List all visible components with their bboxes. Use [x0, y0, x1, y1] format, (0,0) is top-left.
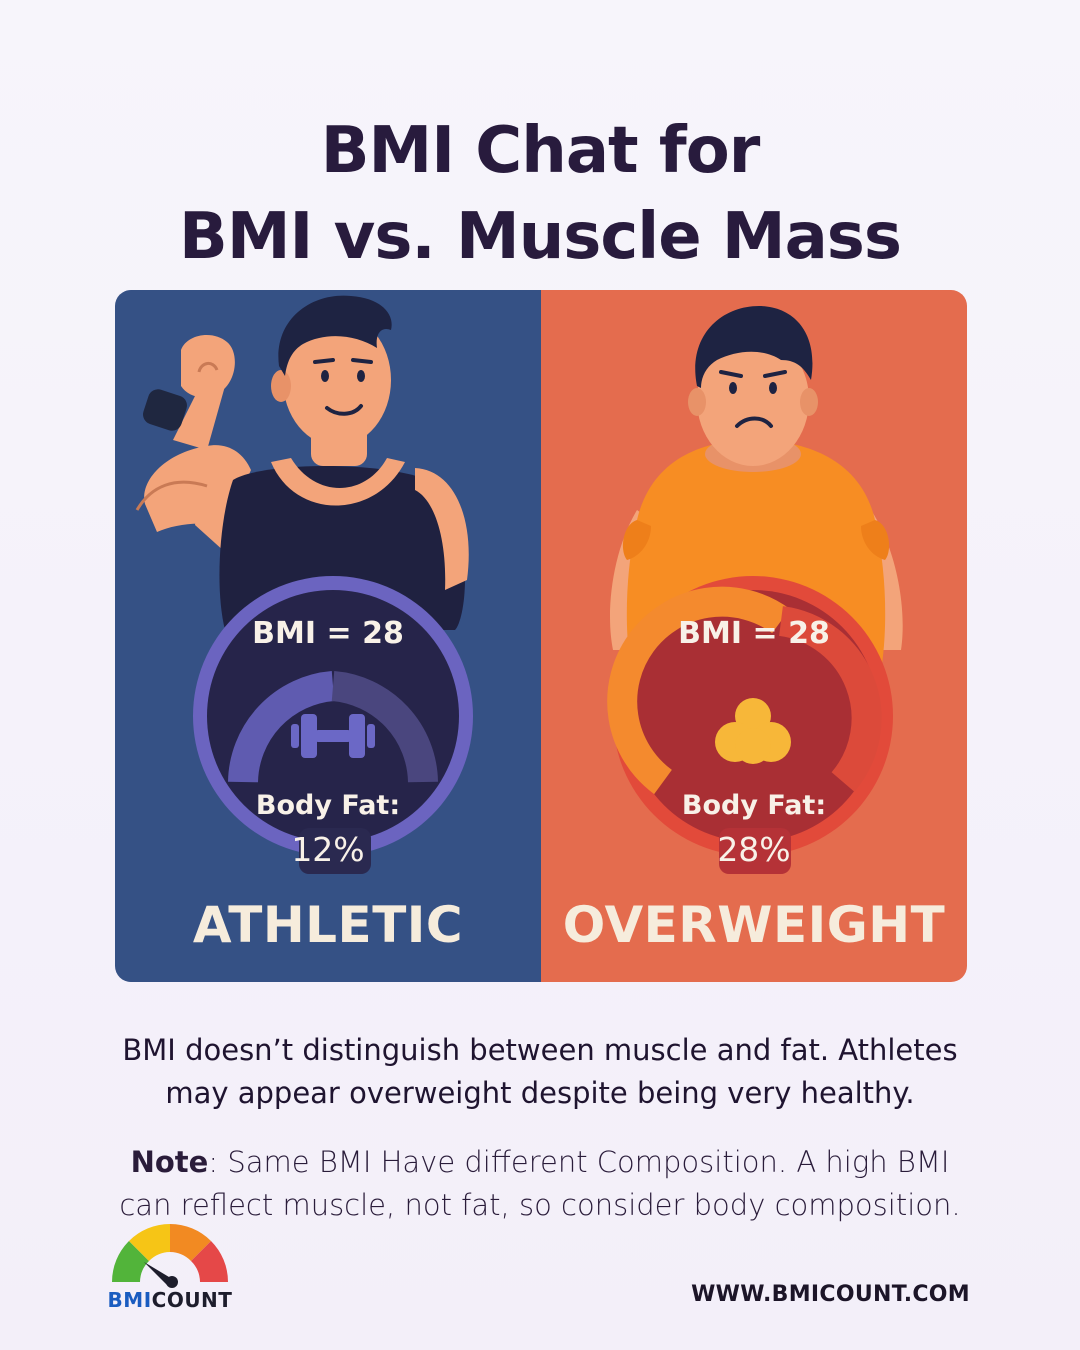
athletic-category-label: ATHLETIC — [192, 896, 464, 954]
title-line-2: BMI vs. Muscle Mass — [179, 200, 902, 274]
overweight-category-label: OVERWEIGHT — [562, 896, 946, 954]
comparison-panels: BMI = 28 Body Fat: 12% ATHLETIC — [115, 290, 967, 982]
logo-part-bmi: BMI — [107, 1288, 152, 1312]
overweight-figure-illustration — [607, 306, 903, 874]
bmicount-logo: BMICOUNT — [104, 1288, 236, 1312]
athletic-panel: BMI = 28 Body Fat: 12% ATHLETIC — [115, 290, 541, 982]
fat-blob-icon — [715, 698, 791, 764]
athletic-body-fat-label: Body Fat: — [255, 790, 401, 821]
description-text: BMI doesn’t distinguish between muscle a… — [122, 1033, 958, 1110]
dumbbell-icon — [291, 714, 375, 758]
note-body: : Same BMI Have different Composition. A… — [119, 1145, 961, 1222]
note-label: Note — [130, 1145, 209, 1179]
athletic-figure-illustration — [135, 295, 473, 874]
overweight-bmi-label: BMI = 28 — [678, 616, 830, 651]
overweight-panel: BMI = 28 Body Fat: 28% OVERWEIGHT — [541, 290, 967, 982]
bmicount-gauge-icon — [112, 1224, 228, 1288]
logo-part-count: COUNT — [151, 1288, 233, 1312]
athletic-bmi-label: BMI = 28 — [252, 616, 404, 651]
page-title: BMI Chat for BMI vs. Muscle Mass — [0, 108, 1080, 280]
website-link[interactable]: WWW.BMICOUNT.COM — [691, 1282, 970, 1307]
overweight-body-fat-label: Body Fat: — [681, 790, 827, 821]
overweight-body-fat-value: 28% — [717, 830, 791, 869]
title-line-1: BMI Chat for — [320, 114, 761, 188]
note-text: Note: Same BMI Have different Compositio… — [100, 1141, 980, 1227]
athletic-body-fat-value: 12% — [291, 830, 365, 869]
